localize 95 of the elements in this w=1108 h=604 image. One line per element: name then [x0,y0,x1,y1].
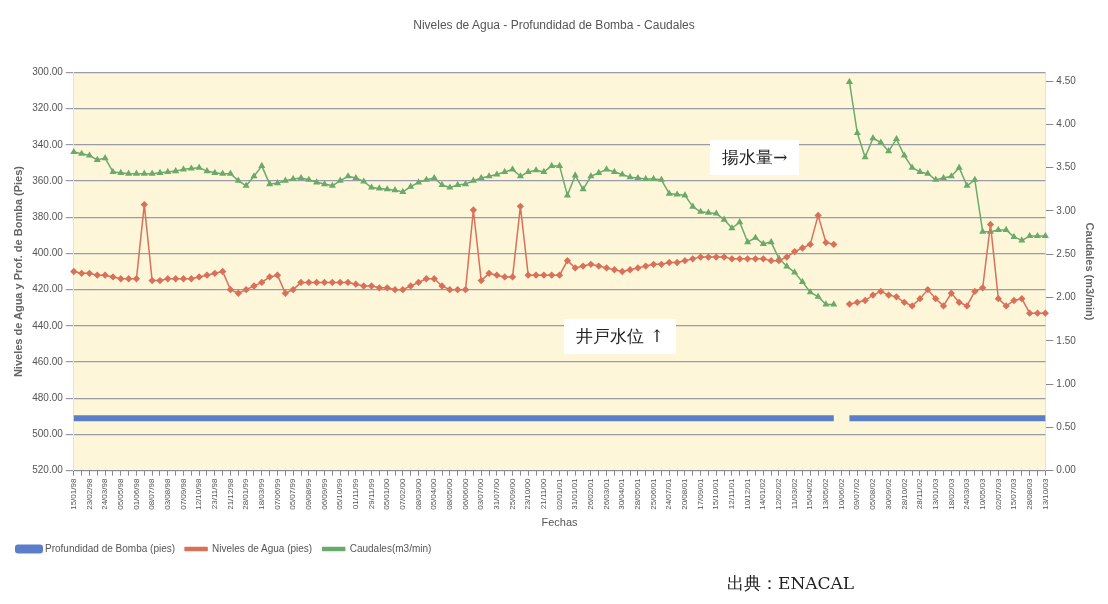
x-tick-label: 11/03/02 [789,478,799,510]
x-tick-label: 13/10/03 [1040,478,1050,510]
x-tick-label: 02/07/03 [993,478,1003,510]
y-tick-label: 420.00 [32,283,64,295]
x-tick-label: 05/04/00 [429,478,439,510]
x-tick-label: 05/07/99 [288,478,298,510]
x-tick-label: 18/03/99 [257,478,267,510]
x-tick-label: 12/11/01 [727,478,737,510]
y-tick-label: 460.00 [32,355,64,367]
x-tick-label: 23/02/98 [84,478,94,510]
x-axis-title: Fechas [541,516,579,529]
x-tick-label: 15/10/01 [711,478,721,510]
x-tick-label: 02/01/01 [554,478,564,510]
x-tick-label: 15/07/03 [1009,478,1019,510]
x-tick-label: 08/03/00 [413,478,423,510]
y2-tick-label: 3.00 [1056,204,1077,216]
x-tick-label: 01/06/98 [131,478,141,510]
x-tick-label: 21/12/98 [225,478,235,510]
y2-tick-label: 4.50 [1056,74,1077,86]
x-tick-label: 25/06/01 [648,478,658,510]
x-tick-label: 24/07/01 [664,478,674,510]
x-tick-label: 29/11/99 [366,478,376,510]
annotation: 揚水量→ [710,140,800,176]
y-tick-label: 320.00 [32,102,64,114]
y-tick-label: 480.00 [32,392,64,403]
x-tick-label: 05/01/00 [382,478,392,510]
x-tick-label: 07/09/98 [178,478,188,510]
x-tick-label: 10/06/02 [836,478,846,510]
x-tick-label: 15/01/98 [68,478,78,510]
y-tick-label: 400.00 [32,247,64,259]
x-tick-label: 06/06/00 [460,478,470,510]
y2-tick-label: 2.50 [1056,247,1077,259]
x-tick-label: 28/11/02 [915,478,925,510]
x-tick-label: 10/12/01 [742,478,752,510]
x-tick-label: 05/05/98 [116,478,125,510]
x-tick-label: 30/04/01 [617,478,627,510]
y-tick-label: 340.00 [32,138,64,150]
y2-tick-label: 1.50 [1056,334,1077,346]
x-tick-label: 10/05/03 [977,478,987,510]
y2-tick-label: 0.50 [1056,421,1077,433]
x-tick-label: 12/02/02 [774,478,784,510]
y2-tick-label: 3.50 [1056,161,1077,173]
x-tick-label: 17/09/01 [695,478,705,510]
y-tick-label: 500.00 [32,428,64,440]
x-tick-label: 14/01/02 [758,478,768,510]
y2-tick-label: 4.00 [1056,118,1077,130]
x-tick-label: 28/01/99 [241,478,251,510]
x-tick-label: 23/11/98 [210,478,220,510]
x-tick-label: 23/10/00 [523,478,533,510]
y2-tick-label: 2.00 [1056,291,1077,303]
y-tick-label: 520.00 [32,464,64,476]
x-tick-label: 01/11/99 [351,478,361,510]
x-tick-label: 05/08/02 [868,478,878,510]
x-tick-label: 26/02/01 [586,478,596,510]
x-tick-label: 21/11/00 [539,478,549,510]
y-tick-label: 440.00 [32,319,64,331]
x-tick-label: 06/09/99 [319,478,329,510]
x-tick-label: 08/05/00 [445,478,455,510]
x-tick-label: 09/07/02 [852,478,862,510]
y-tick-label: 360.00 [32,174,64,186]
x-tick-label: 30/09/02 [883,478,893,510]
x-tick-label: 28/08/03 [1024,478,1034,510]
y-tick-label: 300.00 [32,66,64,78]
source-note: 出典：ENACAL [715,566,867,601]
annotation: 井戸水位 ↑ [564,319,677,355]
legend-label: Profundidad de Bomba (pies) [45,542,176,554]
legend-label: Caudales(m3/min) [349,542,432,554]
x-tick-label: 09/08/99 [304,478,314,510]
y2-tick-label: 1.00 [1056,377,1077,389]
x-tick-label: 31/01/01 [570,478,580,510]
y-axis-title: Niveles de Agua y Prof. de Bomba (Pies) [11,165,24,378]
legend-label: Niveles de Agua (pies) [212,542,313,554]
x-tick-label: 31/07/00 [492,478,502,510]
x-tick-label: 07/02/00 [398,478,408,510]
x-tick-label: 20/08/01 [680,478,690,510]
chart-title: Niveles de Agua - Profundidad de Bomba - Caudales [413,17,695,32]
x-tick-label: 25/09/00 [507,478,517,510]
x-tick-label: 24/03/03 [962,478,972,510]
x-tick-label: 03/07/00 [476,478,486,510]
x-tick-label: 26/03/01 [601,478,611,510]
x-tick-label: 13/05/02 [821,478,831,510]
x-tick-label: 28/10/02 [899,478,909,510]
y-tick-label: 380.00 [32,210,64,222]
y2-axis-title: Caudales (m3/min) [1084,222,1097,321]
x-tick-label: 24/03/98 [100,478,110,510]
x-tick-label: 12/10/98 [194,478,204,510]
x-tick-label: 03/08/98 [163,478,173,510]
x-tick-label: 13/01/03 [930,478,940,510]
x-tick-label: 07/06/99 [272,478,282,510]
x-tick-label: 28/05/01 [633,478,643,510]
x-tick-label: 18/02/03 [946,478,956,510]
x-tick-label: 05/10/99 [335,478,345,510]
x-tick-label: 08/07/98 [147,478,157,510]
x-tick-label: 15/04/02 [805,478,815,510]
y2-tick-label: 0.00 [1056,464,1077,476]
